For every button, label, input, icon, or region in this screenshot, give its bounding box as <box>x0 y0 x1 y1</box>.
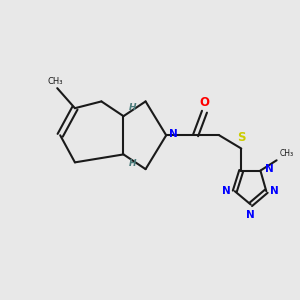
Text: N: N <box>265 164 273 174</box>
Text: CH₃: CH₃ <box>280 149 294 158</box>
Text: CH₃: CH₃ <box>47 77 63 86</box>
Text: H: H <box>129 103 136 112</box>
Text: S: S <box>237 131 245 144</box>
Text: H: H <box>129 159 136 168</box>
Text: N: N <box>270 186 279 196</box>
Text: N: N <box>246 210 255 220</box>
Text: O: O <box>200 96 209 109</box>
Text: N: N <box>222 186 231 196</box>
Text: N: N <box>169 129 177 139</box>
